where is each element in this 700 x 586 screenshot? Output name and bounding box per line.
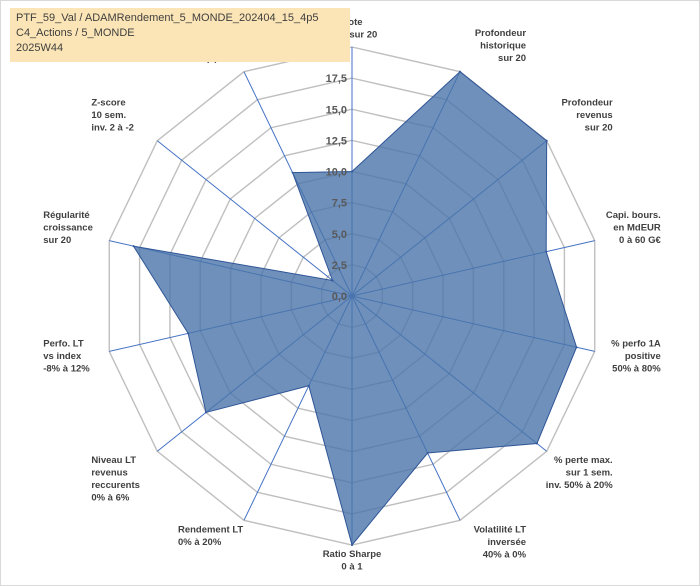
data-series-area xyxy=(132,71,578,547)
chart-title-box: PTF_59_Val / ADAMRendement_5_MONDE_20240… xyxy=(10,8,350,62)
axis-label: Volatilité LT xyxy=(474,524,527,535)
data-point xyxy=(545,250,548,253)
axis-label: 0 à 60 G€ xyxy=(619,235,661,246)
tick-label: 0,0 xyxy=(332,291,347,303)
data-point xyxy=(575,346,578,349)
data-point xyxy=(291,171,294,174)
tick-label: 12,5 xyxy=(326,135,347,147)
axis-label: sur 20 xyxy=(585,122,613,133)
axis-label: Capi. bours. xyxy=(606,210,661,221)
axis-label: en MdEUR xyxy=(613,222,661,233)
tick-label: 5,0 xyxy=(332,229,347,241)
axis-label: Profondeur xyxy=(475,28,526,39)
data-point xyxy=(535,442,538,445)
axis-label: Niveau LT xyxy=(91,455,136,466)
axis-label: Régularité xyxy=(43,210,89,221)
axis-label: 0% à 6% xyxy=(91,493,130,504)
title-line-3: 2025W44 xyxy=(16,42,64,54)
data-point xyxy=(459,70,462,73)
title-line-2: C4_Actions / 5_MONDE xyxy=(16,27,135,39)
axis-label: inv. 50% à 20% xyxy=(546,480,613,491)
axis-label: 40% à 0% xyxy=(483,549,527,560)
axis-label: Z-score xyxy=(91,97,125,108)
data-point xyxy=(351,170,353,173)
axis-spoke xyxy=(157,140,353,297)
tick-label: 17,5 xyxy=(326,73,347,85)
axis-label: % perfo 1A xyxy=(611,339,661,350)
title-line-1: PTF_59_Val / ADAMRendement_5_MONDE_20240… xyxy=(16,12,319,24)
axis-label: revenus xyxy=(576,110,612,121)
axis-label: inv. 2 à -2 xyxy=(91,122,134,133)
data-point xyxy=(331,279,334,282)
axis-label: sur 20 xyxy=(498,53,526,64)
axis-label: revenus xyxy=(91,468,127,479)
axis-label: positive xyxy=(625,351,661,362)
tick-label: 10,0 xyxy=(326,167,347,179)
axis-label: croissance xyxy=(43,222,93,233)
data-point xyxy=(307,384,310,387)
data-point xyxy=(545,139,548,142)
axis-label: 0 à 1 xyxy=(341,562,363,573)
tick-label: 2,5 xyxy=(332,260,347,272)
axis-label: Ratio Sharpe xyxy=(323,549,382,560)
data-point xyxy=(187,332,190,335)
axis-label: reccurents xyxy=(91,480,140,491)
data-point xyxy=(426,452,429,455)
tick-label: 7,5 xyxy=(332,198,347,210)
tick-label: 15,0 xyxy=(326,104,347,116)
data-point xyxy=(204,411,207,414)
axis-label: -8% à 12% xyxy=(43,364,90,375)
axis-label: Note xyxy=(341,17,362,28)
axis-label: vs index xyxy=(43,351,82,362)
axis-label: ESG sur 20 xyxy=(327,30,378,41)
axis-label: sur 20 xyxy=(43,235,71,246)
axis-label: Rendement LT xyxy=(178,524,243,535)
axis-label: 0% à 20% xyxy=(178,537,222,548)
axis-label: historique xyxy=(480,41,526,52)
axis-label: Perfo. LT xyxy=(43,339,84,350)
axis-label: sur 1 sem. xyxy=(566,468,613,479)
axis-label: % perte max. xyxy=(554,455,613,466)
axis-label: inversée xyxy=(487,537,526,548)
data-point xyxy=(132,245,135,248)
axis-label: 10 sem. xyxy=(91,110,126,121)
data-point xyxy=(351,544,353,546)
axis-label: Profondeur xyxy=(561,97,612,108)
axis-label: 50% à 80% xyxy=(612,364,661,375)
